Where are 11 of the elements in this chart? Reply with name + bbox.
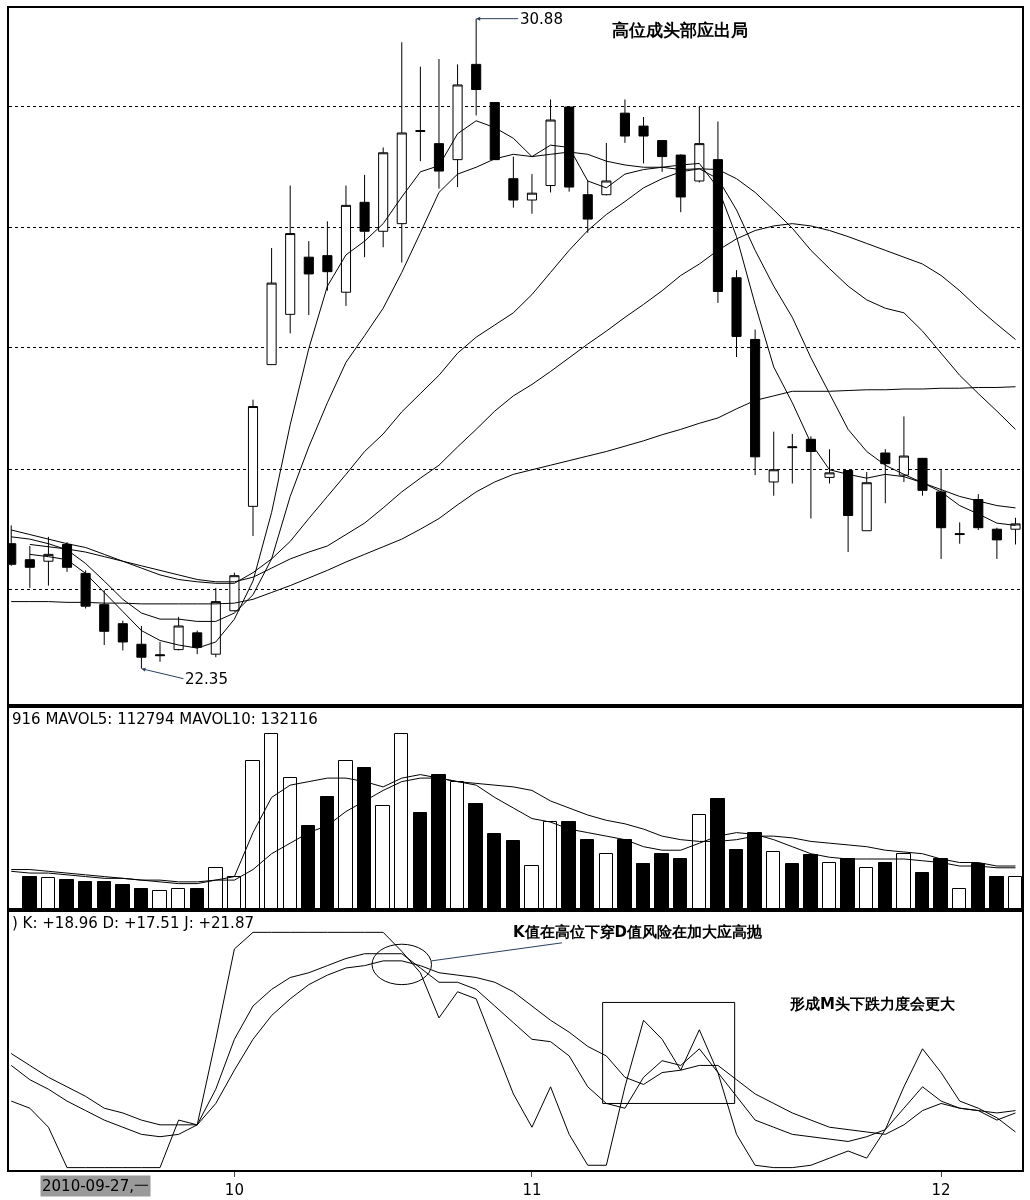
x-tick-label: 11	[522, 1180, 542, 1199]
text: 高位成头部应出局	[612, 20, 748, 40]
chart-title: 916 MAVOL5: 112794 MAVOL10: 132116	[12, 710, 318, 728]
chart-title: ) K: +18.96 D: +17.51 J: +21.87	[12, 914, 254, 932]
x-tick-label: 12	[931, 1180, 951, 1199]
annotation: 22.35	[185, 670, 228, 688]
x-tick-label: 10	[224, 1180, 244, 1199]
annotation: K值在高位下穿D值风险在加大应高抛	[513, 923, 764, 941]
annotation: 形成M头下跌力度会更大	[789, 995, 956, 1013]
annotation: 30.88	[520, 10, 563, 28]
text: 2010-09-27,一	[42, 1177, 149, 1195]
